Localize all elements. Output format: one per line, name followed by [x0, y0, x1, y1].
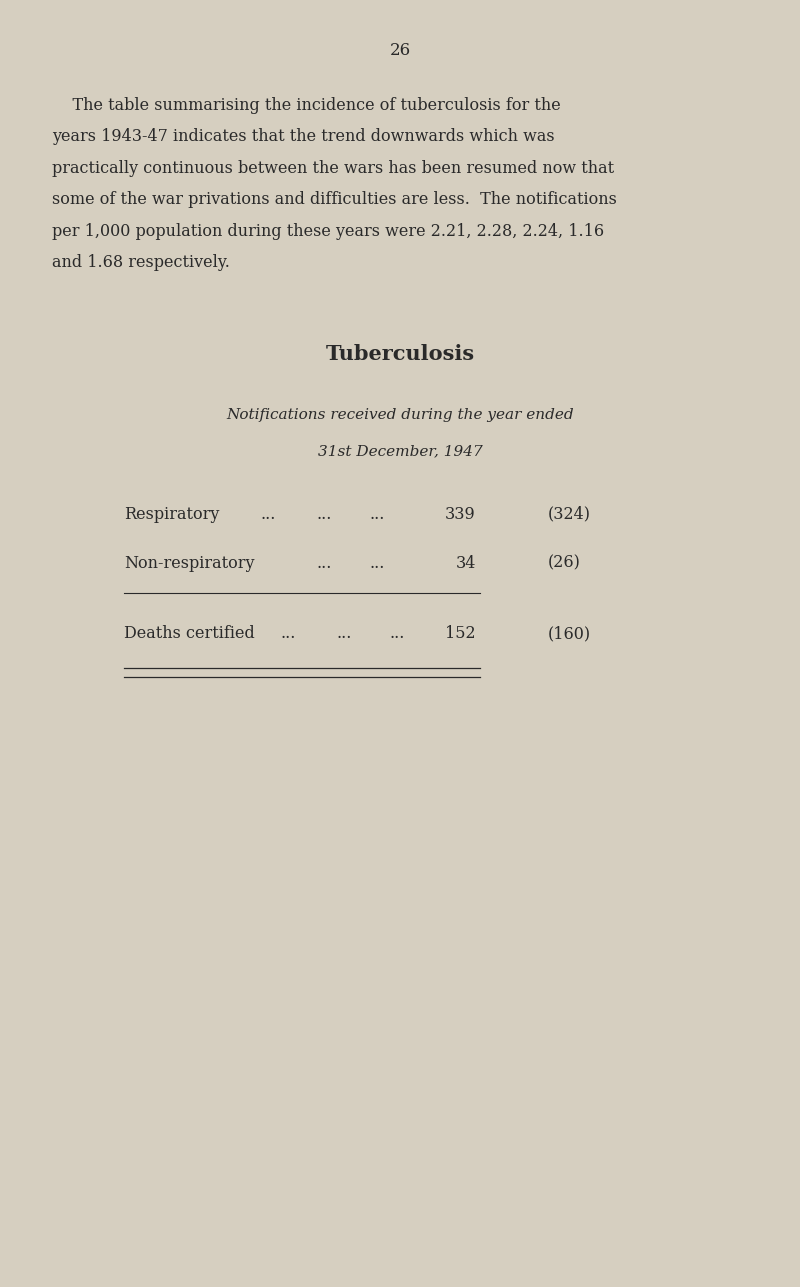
Text: years 1943-47 indicates that the trend downwards which was: years 1943-47 indicates that the trend d…: [52, 127, 554, 145]
Text: (324): (324): [548, 506, 591, 523]
Text: 34: 34: [456, 555, 476, 571]
Text: ...: ...: [370, 506, 386, 523]
Text: Non-respiratory: Non-respiratory: [124, 555, 254, 571]
Text: and 1.68 respectively.: and 1.68 respectively.: [52, 255, 230, 272]
Text: ...: ...: [370, 555, 386, 571]
Text: ...: ...: [336, 625, 352, 642]
Text: Respiratory: Respiratory: [124, 506, 219, 523]
Text: per 1,000 population during these years were 2.21, 2.28, 2.24, 1.16: per 1,000 population during these years …: [52, 223, 604, 239]
Text: 339: 339: [446, 506, 476, 523]
Text: (160): (160): [548, 625, 591, 642]
Text: 26: 26: [390, 42, 410, 59]
Text: Tuberculosis: Tuberculosis: [326, 344, 474, 364]
Text: ...: ...: [316, 506, 332, 523]
Text: The table summarising the incidence of tuberculosis for the: The table summarising the incidence of t…: [52, 97, 561, 113]
Text: Deaths certified: Deaths certified: [124, 625, 254, 642]
Text: ...: ...: [260, 506, 276, 523]
Text: practically continuous between the wars has been resumed now that: practically continuous between the wars …: [52, 160, 614, 176]
Text: ...: ...: [280, 625, 296, 642]
Text: ...: ...: [316, 555, 332, 571]
Text: 31st December, 1947: 31st December, 1947: [318, 444, 482, 458]
Text: 152: 152: [446, 625, 476, 642]
Text: Notifications received during the year ended: Notifications received during the year e…: [226, 408, 574, 422]
Text: some of the war privations and difficulties are less.  The notifications: some of the war privations and difficult…: [52, 190, 617, 208]
Text: ...: ...: [390, 625, 406, 642]
Text: (26): (26): [548, 555, 581, 571]
